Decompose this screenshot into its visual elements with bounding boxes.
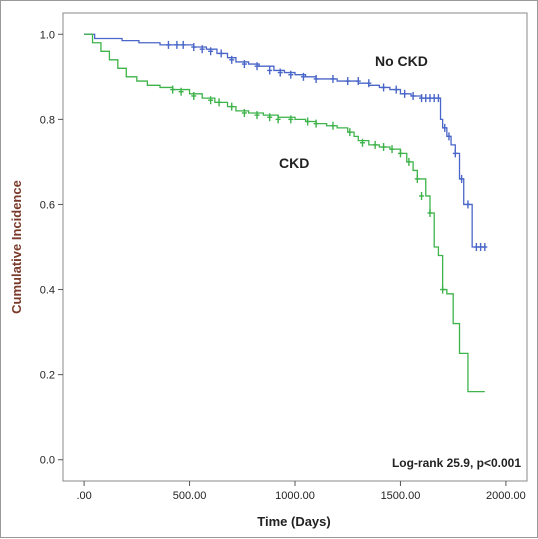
censor-mark-no-ckd <box>393 85 399 94</box>
censor-mark-ckd <box>208 96 214 105</box>
series-label-no-ckd: No CKD <box>375 53 428 69</box>
x-tick-label: 1500.00 <box>381 490 421 502</box>
censor-mark-ckd <box>427 208 433 217</box>
x-tick-label: 1000.00 <box>275 490 315 502</box>
censor-mark-no-ckd <box>419 94 425 103</box>
censor-mark-ckd <box>419 191 425 200</box>
censor-mark-ckd <box>389 145 395 154</box>
censor-mark-no-ckd <box>191 43 197 52</box>
censor-mark-no-ckd <box>427 94 433 103</box>
censor-mark-ckd <box>170 85 176 94</box>
censor-mark-ckd <box>381 143 387 152</box>
censor-mark-no-ckd <box>435 94 441 103</box>
censor-mark-ckd <box>313 119 319 128</box>
censor-mark-ckd <box>288 115 294 124</box>
censor-mark-ckd <box>216 98 222 107</box>
censor-mark-no-ckd <box>180 40 186 49</box>
censor-mark-no-ckd <box>199 45 205 54</box>
plot-area <box>62 12 528 482</box>
censor-mark-no-ckd <box>229 55 235 64</box>
censor-mark-ckd <box>406 157 412 166</box>
series-label-ckd: CKD <box>279 155 309 171</box>
censor-mark-no-ckd <box>218 49 224 58</box>
y-tick-label: 0.2 <box>40 370 55 382</box>
x-tick-label: 500.00 <box>173 490 207 502</box>
censor-mark-no-ckd <box>431 94 437 103</box>
censor-mark-ckd <box>275 115 281 124</box>
censor-mark-no-ckd <box>482 243 488 251</box>
censor-mark-no-ckd <box>300 72 306 81</box>
censor-mark-no-ckd <box>355 77 361 86</box>
censor-mark-no-ckd <box>254 62 260 71</box>
censor-mark-ckd <box>178 87 184 96</box>
censor-mark-ckd <box>267 113 273 122</box>
x-tick-label: 2000.00 <box>486 490 526 502</box>
censor-mark-no-ckd <box>446 132 452 141</box>
censor-mark-ckd <box>191 91 197 100</box>
series-line-ckd <box>84 33 485 393</box>
censor-mark-no-ckd <box>241 60 247 69</box>
y-tick-label: 1.0 <box>40 29 55 41</box>
censor-mark-ckd <box>347 128 353 137</box>
censor-mark-no-ckd <box>174 40 180 49</box>
censor-mark-no-ckd <box>452 149 458 158</box>
x-axis: .00 500.00 1000.00 1500.00 2000.00 <box>76 481 526 502</box>
censor-mark-ckd <box>359 138 365 147</box>
censor-mark-ckd <box>414 174 420 183</box>
censor-mark-no-ckd <box>165 40 171 49</box>
censor-mark-no-ckd <box>277 68 283 77</box>
censor-mark-no-ckd <box>459 174 465 183</box>
y-tick-label: 0.4 <box>40 285 55 297</box>
censor-mark-no-ckd <box>330 74 336 83</box>
censor-mark-no-ckd <box>288 70 294 79</box>
censor-mark-ckd <box>254 111 260 120</box>
censor-mark-no-ckd <box>381 83 387 92</box>
censor-mark-no-ckd <box>442 123 448 132</box>
censor-mark-no-ckd <box>423 94 429 103</box>
y-tick-label: 0.0 <box>40 455 55 467</box>
censor-mark-ckd <box>440 285 446 294</box>
censor-mark-ckd <box>330 121 336 130</box>
censor-mark-no-ckd <box>473 243 479 251</box>
censor-mark-no-ckd <box>345 77 351 86</box>
censor-mark-ckd <box>397 149 403 158</box>
censor-mark-no-ckd <box>208 47 214 56</box>
censor-mark-no-ckd <box>465 200 471 209</box>
y-axis-title: Cumulative Incidence <box>9 180 24 314</box>
censor-mark-no-ckd <box>478 243 484 251</box>
y-tick-label: 0.8 <box>40 114 55 126</box>
censor-mark-no-ckd <box>267 66 273 75</box>
x-axis-title: Time (Days) <box>257 514 330 529</box>
censor-mark-no-ckd <box>402 89 408 98</box>
series-layer <box>84 33 488 393</box>
censor-mark-ckd <box>229 102 235 111</box>
x-tick-label: .00 <box>76 490 91 502</box>
censor-mark-no-ckd <box>366 79 372 88</box>
log-rank-annotation: Log-rank 25.9, p<0.001 <box>392 456 521 470</box>
censor-mark-no-ckd <box>410 91 416 100</box>
censor-mark-ckd <box>241 108 247 117</box>
censor-mark-ckd <box>305 117 311 126</box>
y-axis: 0.0 0.2 0.4 0.6 0.8 1.0 <box>40 29 63 467</box>
censor-mark-no-ckd <box>313 74 319 83</box>
y-tick-label: 0.6 <box>40 199 55 211</box>
censor-mark-ckd <box>372 140 378 149</box>
